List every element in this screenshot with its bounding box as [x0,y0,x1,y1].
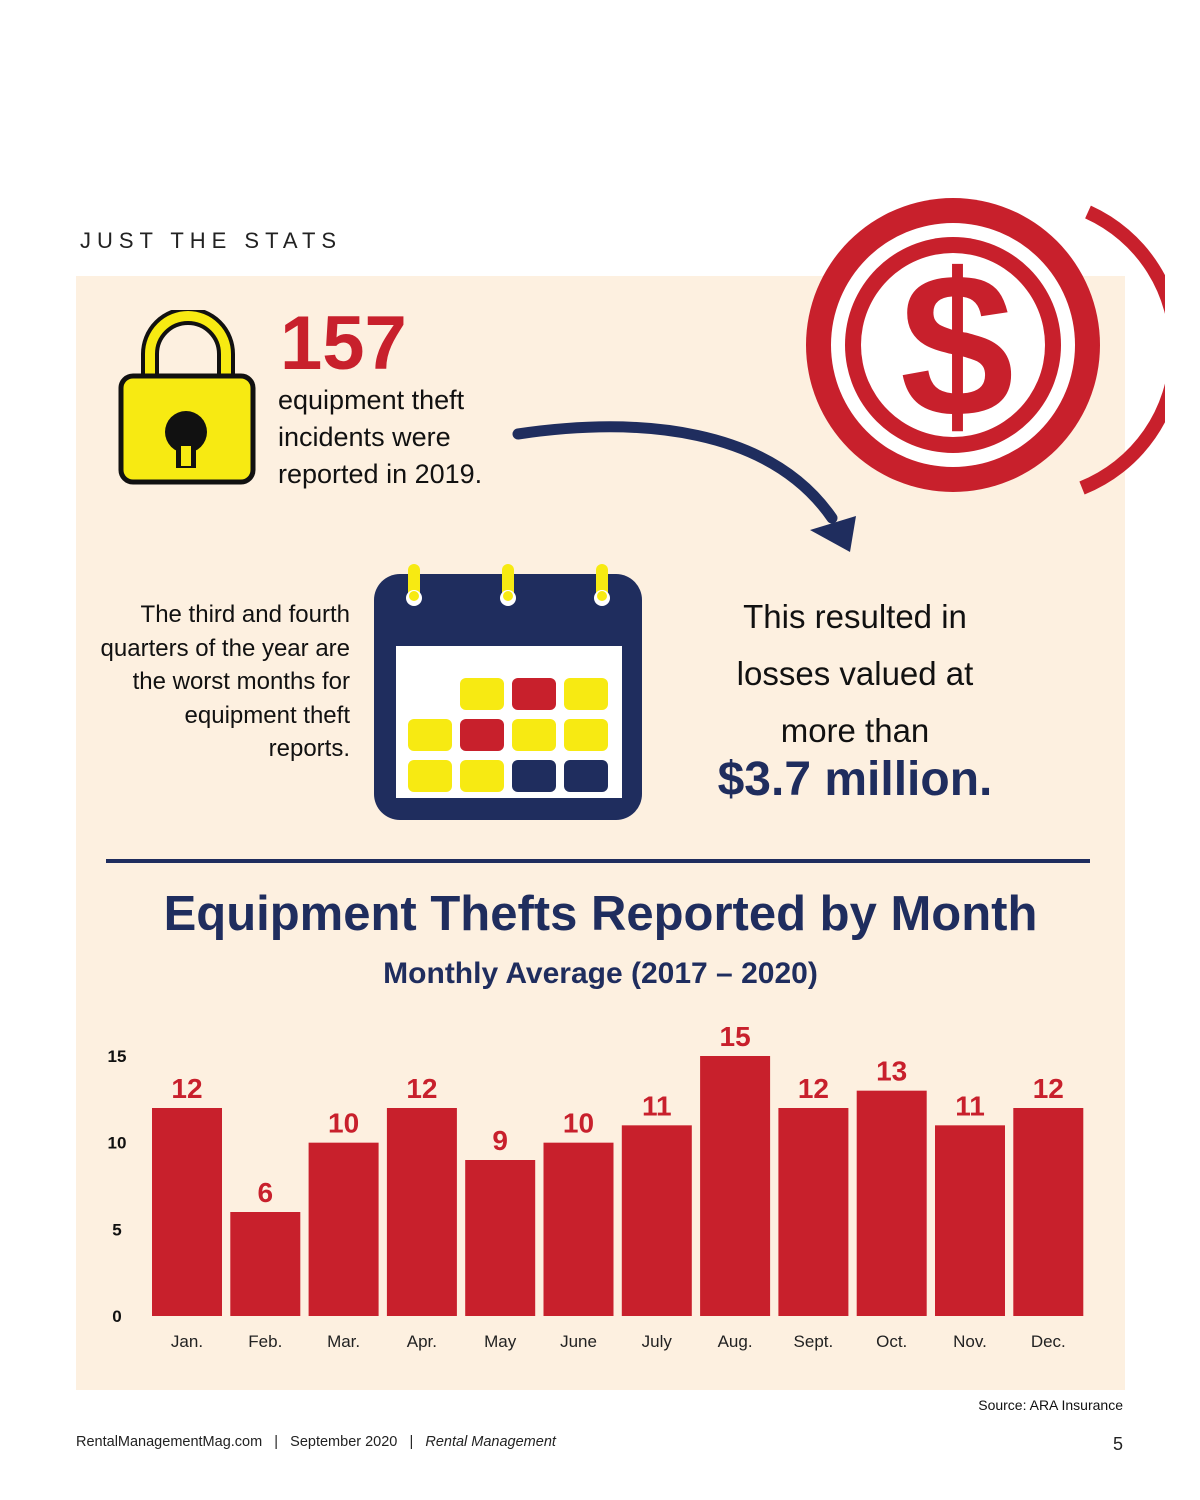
y-tick-label: 10 [108,1134,127,1153]
bar-value-label: 12 [406,1073,437,1104]
x-tick-label: Feb. [248,1332,282,1351]
bar-value-label: 12 [1033,1073,1064,1104]
footer: RentalManagementMag.com | September 2020… [76,1434,556,1450]
footer-publication: Rental Management [425,1434,556,1450]
calendar-icon [374,564,642,820]
section-label: JUST THE STATS [80,228,343,253]
bar-value-label: 11 [955,1090,985,1121]
x-tick-label: Nov. [953,1332,987,1351]
losses-amount: $3.7 million. [717,753,993,806]
bar-value-label: 6 [258,1177,274,1208]
bar-value-label: 11 [642,1090,672,1121]
curved-arrow-icon [512,421,856,552]
dollar-sign: $ [900,231,1014,460]
x-tick-label: Jan. [171,1332,203,1351]
chart-subtitle: Monthly Average (2017 – 2020) [383,957,818,990]
padlock-icon [118,310,256,485]
chart-title: Equipment Thefts Reported by Month [163,887,1038,941]
bar [152,1108,222,1316]
y-tick-label: 15 [108,1047,127,1066]
footer-separator: | [409,1434,414,1450]
page-number: 5 [1113,1434,1124,1454]
bar [621,1125,692,1316]
x-tick-label: Aug. [718,1332,753,1351]
section-divider [106,859,1090,863]
bar [230,1212,301,1316]
footer-site: RentalManagementMag.com [76,1434,263,1450]
source-note: Source: ARA Insurance [978,1397,1123,1413]
losses-text: This resulted in losses valued at more t… [736,598,974,749]
footer-date: September 2020 [290,1434,398,1450]
bar [935,1125,1005,1316]
y-tick-label: 0 [112,1307,121,1326]
x-tick-label: Sept. [794,1332,834,1351]
bar-value-label: 10 [563,1108,594,1139]
bar [856,1090,927,1316]
bar-value-label: 10 [328,1108,359,1139]
x-tick-label: Apr. [407,1332,437,1351]
stat-number: 157 [280,301,407,386]
bar [308,1142,379,1316]
bar [778,1108,849,1316]
dollar-coin-icon: $ [806,198,1165,495]
x-tick-label: July [642,1332,673,1351]
y-tick-label: 5 [112,1220,121,1239]
bar [465,1160,536,1316]
stat-description: equipment theft incidents were reported … [278,385,483,489]
bar [700,1056,771,1316]
footer-separator: | [274,1434,279,1450]
bar-value-label: 12 [171,1073,202,1104]
x-tick-label: Mar. [327,1332,360,1351]
bar-value-label: 13 [876,1056,907,1087]
bar [543,1142,614,1316]
x-tick-label: Oct. [876,1332,907,1351]
x-tick-label: June [560,1332,597,1351]
bar [386,1108,457,1316]
bar-value-label: 9 [492,1125,508,1156]
quarters-text: The third and fourth quarters of the yea… [100,601,350,762]
x-tick-label: May [484,1332,517,1351]
bar-value-label: 12 [798,1073,829,1104]
bar [1013,1108,1084,1316]
x-tick-label: Dec. [1031,1332,1066,1351]
bar-value-label: 15 [720,1021,751,1052]
